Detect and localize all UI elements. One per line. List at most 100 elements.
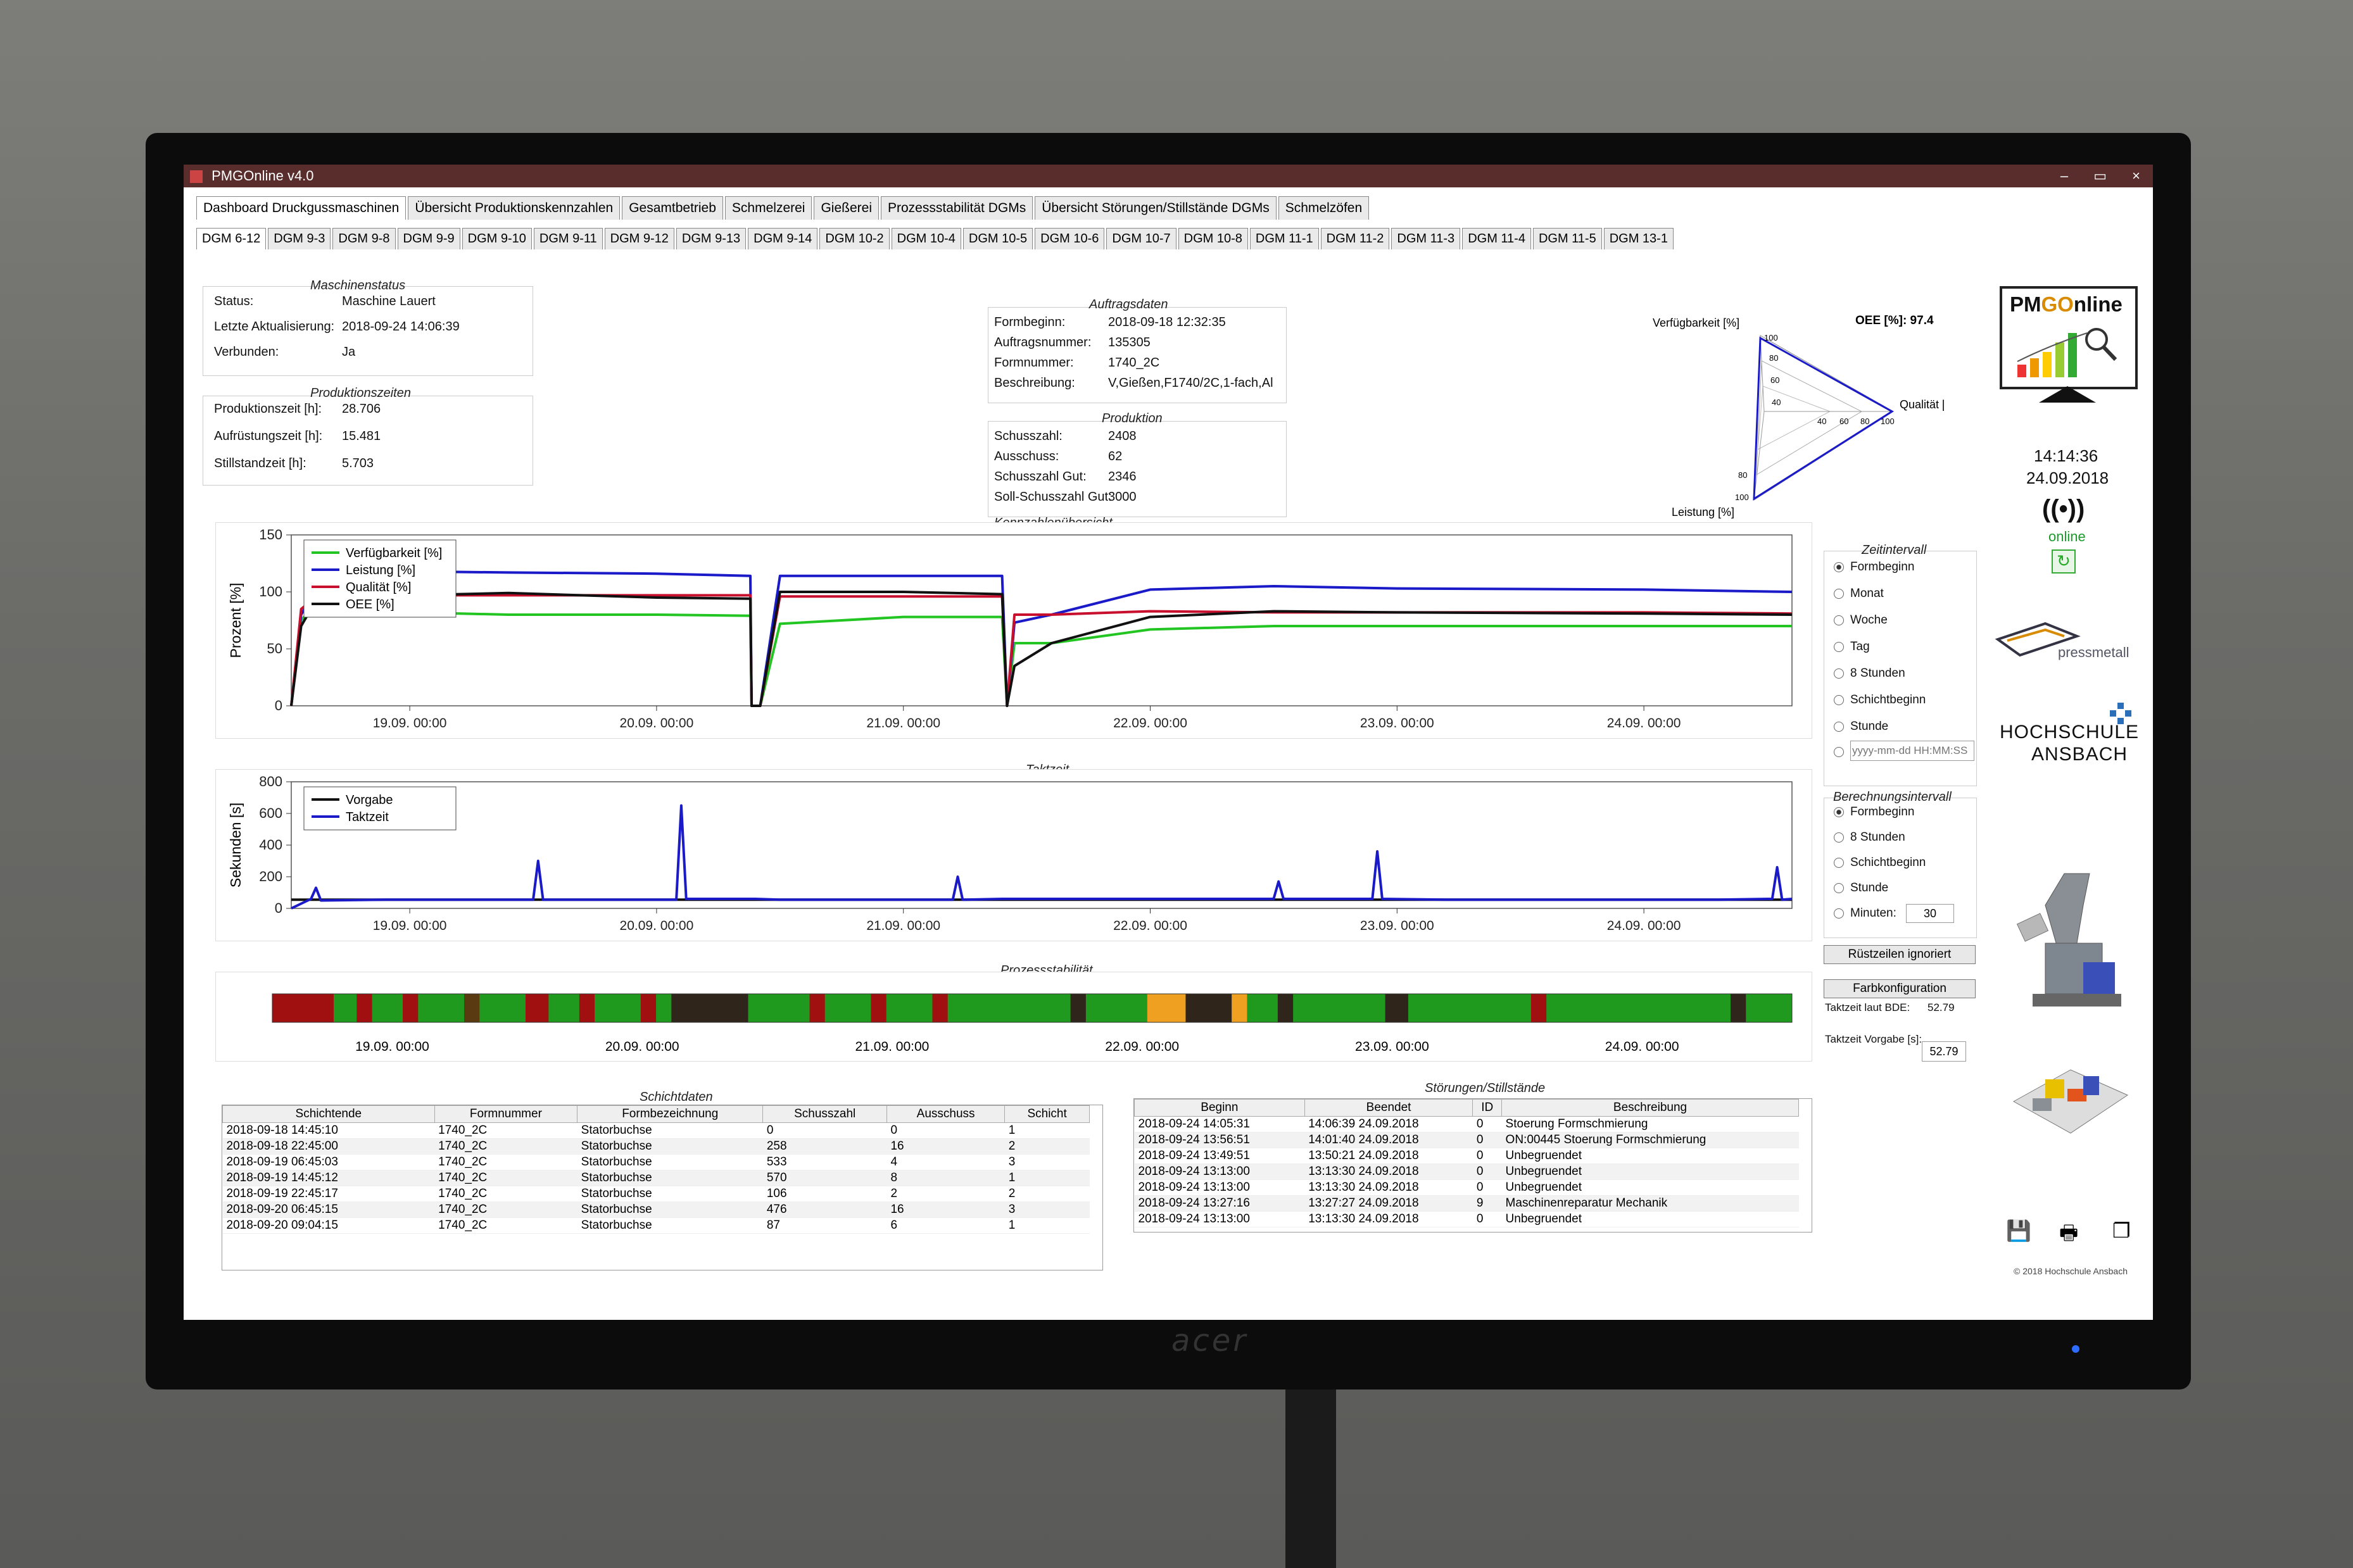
maximize-button[interactable]: ▭ bbox=[2093, 168, 2107, 184]
main-tab-bar: Dashboard Druckgussmaschinen Übersicht Pr… bbox=[196, 196, 1371, 220]
radio-label: 8 Stunden bbox=[1850, 831, 1905, 844]
stoerung-table-row[interactable]: 2018-09-24 13:49:51 13:50:21 24.09.2018 0 U… bbox=[1134, 1148, 1799, 1164]
berechnung-option-schichtbeginn[interactable]: Schichtbeginn bbox=[1834, 856, 1926, 870]
tab-machine-10[interactable]: DGM 10-4 bbox=[891, 228, 961, 249]
schicht-column-header[interactable]: Formbezeichnung bbox=[577, 1105, 764, 1123]
zeitintervall-option-woche[interactable]: Woche bbox=[1834, 613, 1888, 627]
tab-machine-2[interactable]: DGM 9-8 bbox=[332, 228, 396, 249]
tab-machine-0[interactable]: DGM 6-12 bbox=[196, 228, 267, 249]
stoerung-column-header[interactable]: Beendet bbox=[1304, 1099, 1473, 1117]
tab-machine-14[interactable]: DGM 10-8 bbox=[1178, 228, 1248, 249]
tab-main-7[interactable]: Schmelzöfen bbox=[1278, 196, 1370, 220]
schicht-cell: 1740_2C bbox=[434, 1217, 577, 1234]
schicht-table-row[interactable]: 2018-09-19 22:45:17 1740_2C Statorbuchse 10… bbox=[222, 1186, 1090, 1202]
radio-label: Schichtbeginn bbox=[1850, 693, 1926, 706]
tab-machine-7[interactable]: DGM 9-13 bbox=[676, 228, 747, 249]
stoerung-cell: Maschinenreparatur Mechanik bbox=[1501, 1195, 1799, 1212]
schicht-table-row[interactable]: 2018-09-20 09:04:15 1740_2C Statorbuchse 87… bbox=[222, 1217, 1090, 1234]
farbkonfiguration-button[interactable]: Farbkonfiguration bbox=[1824, 979, 1976, 998]
stoerung-table-row[interactable]: 2018-09-24 13:27:16 13:27:27 24.09.2018 9 M… bbox=[1134, 1195, 1799, 1212]
tab-machine-17[interactable]: DGM 11-3 bbox=[1391, 228, 1461, 249]
tab-machine-15[interactable]: DGM 11-1 bbox=[1249, 228, 1319, 249]
close-button[interactable]: × bbox=[2132, 168, 2140, 184]
tab-machine-11[interactable]: DGM 10-5 bbox=[962, 228, 1033, 249]
stoerung-table-row[interactable]: 2018-09-24 13:56:51 14:01:40 24.09.2018 0 O… bbox=[1134, 1132, 1799, 1148]
tab-machine-12[interactable]: DGM 10-6 bbox=[1035, 228, 1105, 249]
tab-main-2[interactable]: Gesamtbetrieb bbox=[622, 196, 723, 220]
zeitintervall-option-8-stunden[interactable]: 8 Stunden bbox=[1834, 667, 1905, 681]
tab-machine-3[interactable]: DGM 9-9 bbox=[397, 228, 460, 249]
tab-machine-18[interactable]: DGM 11-4 bbox=[1462, 228, 1531, 249]
tab-main-4[interactable]: Gießerei bbox=[814, 196, 879, 220]
stability-segment bbox=[479, 994, 526, 1022]
minuten-input[interactable] bbox=[1906, 904, 1954, 923]
schicht-cell: 2 bbox=[1004, 1186, 1090, 1202]
schichtdaten-title: Schichtdaten bbox=[640, 1090, 713, 1104]
tab-machine-13[interactable]: DGM 10-7 bbox=[1106, 228, 1176, 249]
zeitintervall-option-monat[interactable]: Monat bbox=[1834, 587, 1884, 601]
legend-label: Verfügbarkeit [%] bbox=[346, 546, 442, 560]
tab-machine-20[interactable]: DGM 13-1 bbox=[1603, 228, 1674, 249]
tab-main-6[interactable]: Übersicht Störungen/Stillstände DGMs bbox=[1035, 196, 1277, 220]
taktzeit-vorgabe-input[interactable] bbox=[1922, 1041, 1966, 1062]
custom-date-input[interactable] bbox=[1850, 741, 1974, 761]
tab-main-5[interactable]: Prozessstabilität DGMs bbox=[881, 196, 1033, 220]
tab-main-1[interactable]: Übersicht Produktionskennzahlen bbox=[408, 196, 621, 220]
berechnung-option-formbeginn[interactable]: Formbeginn bbox=[1834, 805, 1914, 819]
ruestzeilen-button[interactable]: Rüstzeilen ignoriert bbox=[1824, 945, 1976, 964]
pressmetall-logo: pressmetall bbox=[1995, 622, 2129, 660]
stoerung-column-header[interactable]: Beschreibung bbox=[1501, 1099, 1799, 1117]
stoerung-column-header[interactable]: ID bbox=[1472, 1099, 1503, 1117]
stoerung-table-row[interactable]: 2018-09-24 14:05:31 14:06:39 24.09.2018 0 S… bbox=[1134, 1116, 1799, 1132]
schicht-column-header[interactable]: Schicht bbox=[1004, 1105, 1090, 1123]
schicht-table-row[interactable]: 2018-09-19 06:45:03 1740_2C Statorbuchse 53… bbox=[222, 1154, 1090, 1170]
tab-main-0[interactable]: Dashboard Druckgussmaschinen bbox=[196, 196, 407, 220]
stoerung-cell: 13:13:30 24.09.2018 bbox=[1304, 1211, 1473, 1227]
minimize-button[interactable]: – bbox=[2060, 168, 2069, 184]
tab-machine-9[interactable]: DGM 10-2 bbox=[819, 228, 890, 249]
print-icon[interactable]: 🖶 bbox=[2059, 1221, 2079, 1244]
zeitintervall-option-tag[interactable]: Tag bbox=[1834, 640, 1870, 654]
stoerung-cell: 2018-09-24 13:56:51 bbox=[1134, 1132, 1305, 1148]
tab-machine-5[interactable]: DGM 9-11 bbox=[533, 228, 603, 249]
zeitintervall-option-stunde[interactable]: Stunde bbox=[1834, 720, 1888, 734]
radio-label: Formbeginn bbox=[1850, 560, 1915, 574]
save-icon[interactable]: 💾 bbox=[2006, 1219, 2031, 1242]
stoerung-cell: 13:13:30 24.09.2018 bbox=[1304, 1163, 1473, 1180]
zeitintervall-option-formbeginn[interactable]: Formbeginn bbox=[1834, 560, 1914, 574]
copy-icon[interactable]: ❐ bbox=[2112, 1219, 2131, 1242]
stoerung-table-row[interactable]: 2018-09-24 13:13:00 13:13:30 24.09.2018 0 U… bbox=[1134, 1163, 1799, 1180]
schicht-column-header[interactable]: Formnummer bbox=[434, 1105, 578, 1123]
schicht-table-row[interactable]: 2018-09-20 06:45:15 1740_2C Statorbuchse 47… bbox=[222, 1201, 1090, 1218]
stability-segment bbox=[372, 994, 403, 1022]
tab-machine-1[interactable]: DGM 9-3 bbox=[268, 228, 331, 249]
berechnung-option-stunde[interactable]: Stunde bbox=[1834, 881, 1888, 895]
tab-machine-6[interactable]: DGM 9-12 bbox=[604, 228, 674, 249]
tab-machine-19[interactable]: DGM 11-5 bbox=[1532, 228, 1602, 249]
berechnung-option-8-stunden[interactable]: 8 Stunden bbox=[1834, 831, 1905, 844]
tab-main-3[interactable]: Schmelzerei bbox=[724, 196, 812, 220]
schicht-column-header[interactable]: Schichtende bbox=[222, 1105, 435, 1123]
tab-machine-8[interactable]: DGM 9-14 bbox=[748, 228, 818, 249]
zeitintervall-option-custom[interactable] bbox=[1834, 745, 1850, 759]
schicht-table-row[interactable]: 2018-09-19 14:45:12 1740_2C Statorbuchse 57… bbox=[222, 1170, 1090, 1186]
stoerung-column-header[interactable]: Beginn bbox=[1134, 1099, 1305, 1117]
tab-machine-16[interactable]: DGM 11-2 bbox=[1320, 228, 1390, 249]
stoerung-table-row[interactable]: 2018-09-24 13:13:00 13:13:30 24.09.2018 0 U… bbox=[1134, 1179, 1799, 1196]
schicht-table-row[interactable]: 2018-09-18 22:45:00 1740_2C Statorbuchse 25… bbox=[222, 1138, 1090, 1155]
tab-machine-4[interactable]: DGM 9-10 bbox=[462, 228, 532, 249]
schicht-column-header[interactable]: Schusszahl bbox=[762, 1105, 887, 1123]
zeitintervall-option-schichtbeginn[interactable]: Schichtbeginn bbox=[1834, 693, 1926, 707]
stoerung-table-row[interactable]: 2018-09-24 13:13:00 13:13:30 24.09.2018 0 U… bbox=[1134, 1211, 1799, 1227]
radio-label: 8 Stunden bbox=[1850, 667, 1905, 680]
radar-tick: 60 bbox=[1770, 375, 1779, 385]
schicht-table-row[interactable]: 2018-09-18 14:45:10 1740_2C Statorbuchse 0 0… bbox=[222, 1122, 1090, 1139]
pressmetall-mark bbox=[1995, 622, 2081, 657]
monitor-stand bbox=[1285, 1386, 1336, 1568]
schicht-cell: 2018-09-18 22:45:00 bbox=[222, 1138, 435, 1155]
radar-label-qualitaet: Qualität [%] bbox=[1900, 398, 1944, 411]
schicht-column-header[interactable]: Ausschuss bbox=[886, 1105, 1006, 1123]
produktionszeiten-panel bbox=[203, 396, 533, 486]
refresh-icon[interactable]: ↻ bbox=[2052, 549, 2076, 574]
berechnung-option-minuten[interactable]: Minuten: bbox=[1834, 906, 1896, 920]
